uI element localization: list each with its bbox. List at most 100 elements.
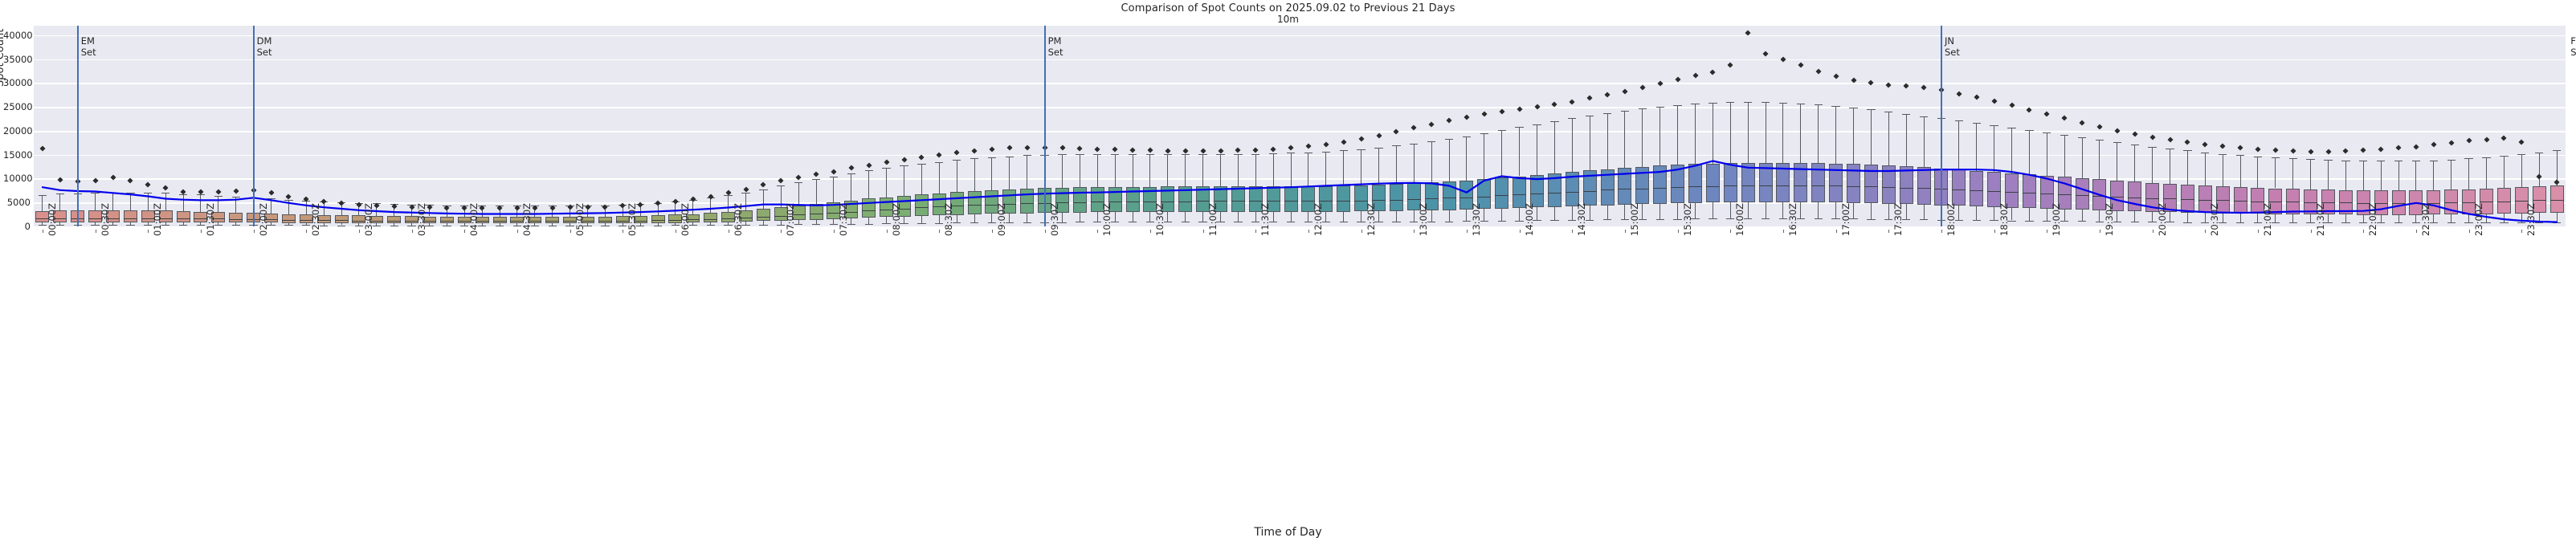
whisker-lower: [1395, 210, 1397, 222]
cap-lower: [864, 223, 873, 225]
median-line: [439, 221, 454, 222]
box: [791, 205, 806, 221]
cap-upper: [2447, 159, 2456, 161]
whisker-upper: [411, 204, 413, 217]
cap-lower: [1919, 219, 1929, 221]
median-line: [615, 220, 630, 222]
median-line: [563, 221, 578, 222]
cap-upper: [1234, 153, 1243, 155]
box: [194, 211, 208, 222]
x-axis-tick-label: 20:00Z: [2156, 202, 2168, 236]
cap-upper: [1814, 104, 1823, 106]
x-axis-tick-label: 13:30Z: [1470, 202, 1482, 236]
box: [263, 213, 279, 223]
cap-lower: [759, 224, 768, 226]
whisker-lower: [1149, 211, 1151, 222]
cap-upper: [2025, 130, 2034, 132]
whisker-lower: [2011, 207, 2012, 221]
whisker-lower: [868, 218, 870, 224]
median-line: [105, 218, 120, 219]
cap-upper: [1831, 106, 1840, 107]
whisker-upper: [1870, 109, 1872, 165]
whisker-upper: [2011, 128, 2012, 173]
whisker-upper: [1624, 110, 1626, 169]
plot-area: [34, 26, 2566, 226]
whisker-upper: [2398, 161, 2399, 190]
cap-upper: [1726, 102, 1735, 104]
box: [1371, 185, 1386, 212]
whisker-upper: [1395, 145, 1397, 185]
box: [1864, 165, 1878, 204]
y-axis-tick-label: 0: [24, 221, 31, 232]
whisker-upper: [552, 206, 553, 218]
median-line: [1671, 186, 1685, 188]
x-axis-tick-mark: [1888, 230, 1890, 233]
median-line: [334, 220, 349, 222]
whisker-upper: [710, 198, 712, 214]
x-axis-tick-mark: [358, 230, 360, 233]
cap-upper: [2113, 142, 2121, 144]
median-line: [1231, 201, 1245, 202]
cap-lower: [724, 225, 733, 226]
x-axis-tick-label: 21:30Z: [2314, 202, 2326, 236]
x-axis-tick-mark: [1730, 230, 1732, 233]
box: [2162, 183, 2178, 213]
whisker-upper: [2415, 161, 2417, 190]
whisker-upper: [2310, 159, 2312, 189]
gridline: [34, 107, 2566, 108]
x-axis-tick-mark: [991, 230, 993, 233]
cap-lower: [2271, 222, 2280, 224]
median-line: [1371, 200, 1386, 202]
box: [827, 202, 841, 219]
whisker-lower: [587, 223, 588, 226]
cap-lower: [2359, 222, 2368, 224]
whisker-lower: [429, 223, 430, 226]
box: [439, 216, 454, 224]
whisker-lower: [147, 222, 149, 226]
cap-upper: [970, 158, 979, 160]
box: [1635, 166, 1650, 205]
median-line: [2514, 201, 2529, 202]
median-line: [2427, 202, 2441, 204]
x-axis-tick-label: 16:30Z: [1786, 202, 1798, 236]
whisker-upper: [129, 192, 131, 210]
whisker-upper: [745, 192, 746, 211]
cap-lower: [231, 225, 240, 226]
x-axis-tick-label: 11:30Z: [1259, 202, 1272, 236]
median-line: [229, 218, 243, 220]
cap-upper: [953, 160, 961, 161]
gridline: [34, 202, 2566, 204]
cap-upper: [1550, 121, 1559, 123]
cap-upper: [2552, 150, 2562, 152]
x-axis-tick-mark: [411, 230, 413, 233]
box: [598, 216, 612, 224]
y-axis-tick-label: 10000: [3, 173, 33, 185]
whisker-lower: [2292, 214, 2294, 223]
cap-lower: [2077, 221, 2087, 222]
cap-lower: [1462, 221, 1472, 222]
x-axis-tick-mark: [1149, 230, 1151, 233]
cap-lower: [2517, 222, 2526, 223]
median-line: [1354, 200, 1369, 202]
cap-lower: [1005, 222, 1014, 223]
cap-lower: [1586, 219, 1594, 221]
cap-upper: [1480, 132, 1488, 134]
cap-upper: [1744, 102, 1753, 104]
cap-lower: [987, 222, 997, 223]
whisker-lower: [481, 223, 483, 226]
box: [1495, 177, 1509, 209]
cap-upper: [1321, 151, 1330, 153]
whisker-upper: [1729, 102, 1731, 164]
whisker-lower: [762, 221, 764, 225]
box: [756, 208, 770, 222]
whisker-lower: [165, 222, 166, 226]
cap-upper: [2077, 137, 2087, 139]
y-axis-tick-label: 35000: [3, 53, 33, 65]
box: [2338, 189, 2353, 215]
whisker-upper: [1096, 153, 1098, 188]
cap-lower: [2183, 222, 2192, 223]
x-axis-tick-mark: [781, 230, 782, 233]
box: [123, 210, 137, 222]
median-line: [2198, 199, 2212, 201]
median-line: [510, 221, 525, 222]
